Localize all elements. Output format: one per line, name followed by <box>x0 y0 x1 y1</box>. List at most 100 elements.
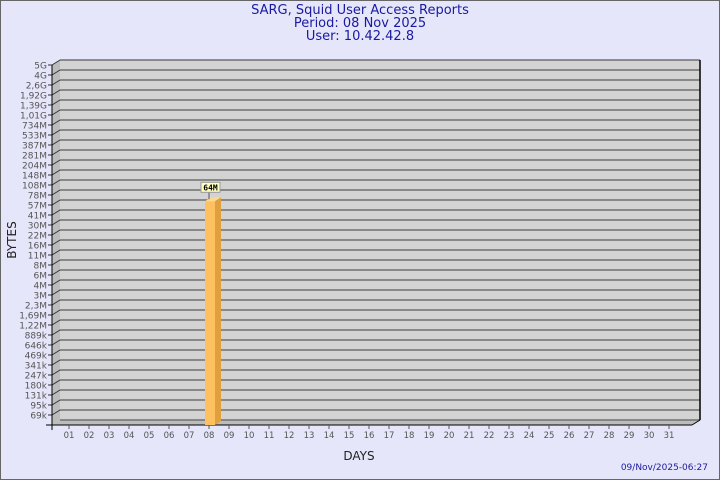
gridline-diagonal <box>51 299 61 306</box>
x-tick-label: 08 <box>204 431 215 441</box>
x-tick-label: 17 <box>384 431 395 441</box>
y-tick-label: 108M <box>22 182 47 192</box>
chart-title: SARG, Squid User Access Reports <box>251 3 469 18</box>
gridline-diagonal <box>51 219 61 226</box>
x-tick-label: 02 <box>84 431 95 441</box>
gridline-diagonal <box>51 249 61 256</box>
y-tick-label: 148M <box>22 172 47 182</box>
x-tick-label: 20 <box>444 431 455 441</box>
x-tick-label: 03 <box>104 431 115 441</box>
gridline-diagonal <box>51 269 61 276</box>
user-label: User: 10.42.42.8 <box>305 29 415 44</box>
gridline-diagonal <box>51 319 61 326</box>
gridline-diagonal <box>51 289 61 296</box>
footer-timestamp: 09/Nov/2025-06:27 <box>621 463 708 473</box>
gridline-diagonal <box>51 409 61 416</box>
gridline-diagonal <box>51 189 61 196</box>
gridline-diagonal <box>51 149 61 156</box>
period-label: Period: 08 Nov 2025 <box>293 16 427 31</box>
x-tick-label: 12 <box>284 431 295 441</box>
gridline-diagonal <box>51 209 61 216</box>
y-tick-label: 646k <box>25 342 48 352</box>
gridline-diagonal <box>51 109 61 116</box>
y-tick-label: 469k <box>25 352 48 362</box>
y-tick-label: 78M <box>28 192 47 202</box>
x-tick-label: 19 <box>424 431 435 441</box>
x-tick-label: 30 <box>644 431 655 441</box>
floor-edge <box>691 419 701 426</box>
x-tick-label: 29 <box>624 431 635 441</box>
y-tick-label: 1,92G <box>20 92 47 102</box>
y-tick-label: 69k <box>30 412 47 422</box>
gridline-diagonal <box>51 399 61 406</box>
gridline-diagonal <box>51 179 61 186</box>
y-tick-label: 533M <box>22 132 47 142</box>
x-tick-label: 10 <box>244 431 255 441</box>
gridline-diagonal <box>51 259 61 266</box>
y-tick-label: 8M <box>34 262 48 272</box>
x-tick-label: 13 <box>304 431 315 441</box>
bar-08 <box>205 201 215 425</box>
y-tick-label: 1,39G <box>20 102 47 112</box>
gridline-diagonal <box>51 79 61 86</box>
gridline-diagonal <box>51 119 61 126</box>
data-label-box <box>200 181 221 193</box>
x-tick-label: 28 <box>604 431 615 441</box>
y-tick-label: 57M <box>28 202 47 212</box>
y-tick-label: 6M <box>34 272 48 282</box>
gridline-diagonal <box>51 309 61 316</box>
x-tick-label: 16 <box>364 431 375 441</box>
x-tick-label: 14 <box>324 431 335 441</box>
x-tick-label: 23 <box>504 431 515 441</box>
gridline-diagonal <box>51 169 61 176</box>
y-tick-label: 1,01G <box>20 112 47 122</box>
gridline-diagonal <box>51 359 61 366</box>
y-tick-label: 3M <box>34 292 48 302</box>
y-tick-label: 5G <box>34 62 47 72</box>
y-tick-label: 341k <box>25 362 48 372</box>
y-axis-label: BYTES <box>5 221 19 258</box>
bar-side-08 <box>215 197 221 425</box>
y-tick-label: 247k <box>25 372 48 382</box>
gridline-diagonal <box>51 129 61 136</box>
x-tick-label: 31 <box>664 431 675 441</box>
gridline-diagonal <box>51 89 61 96</box>
y-tick-label: 131k <box>25 392 48 402</box>
y-tick-label: 281M <box>22 152 47 162</box>
y-tick-label: 4G <box>34 72 47 82</box>
y-tick-label: 41M <box>28 212 47 222</box>
y-tick-label: 889k <box>25 332 48 342</box>
gridline-diagonal <box>51 329 61 336</box>
gridline-diagonal <box>51 339 61 346</box>
gridline-diagonal <box>51 279 61 286</box>
gridline-diagonal <box>51 379 61 386</box>
gridline-diagonal <box>51 199 61 206</box>
y-tick-label: 30M <box>28 222 47 232</box>
y-tick-label: 95k <box>30 402 47 412</box>
x-tick-label: 22 <box>484 431 495 441</box>
x-tick-label: 05 <box>144 431 155 441</box>
gridline-diagonal <box>51 349 61 356</box>
gridline-diagonal <box>51 69 61 76</box>
gridline-diagonal <box>51 239 61 246</box>
x-axis-label: DAYS <box>343 449 374 463</box>
x-tick-label: 15 <box>344 431 355 441</box>
y-tick-label: 1,22M <box>19 322 47 332</box>
gridline-diagonal <box>51 139 61 146</box>
gridline-diagonal <box>51 229 61 236</box>
gridline-diagonal <box>51 369 61 376</box>
x-tick-label: 21 <box>464 431 475 441</box>
y-tick-label: 1,69M <box>19 312 47 322</box>
y-tick-label: 2,3M <box>25 302 47 312</box>
y-tick-label: 11M <box>28 252 47 262</box>
x-tick-label: 27 <box>584 431 595 441</box>
gridline-diagonal <box>51 159 61 166</box>
gridline-diagonal <box>51 99 61 106</box>
x-tick-label: 07 <box>184 431 195 441</box>
gridline-diagonal <box>51 389 61 396</box>
x-tick-label: 04 <box>124 431 135 441</box>
x-tick-label: 18 <box>404 431 415 441</box>
y-tick-label: 387M <box>22 142 47 152</box>
y-tick-label: 204M <box>22 162 47 172</box>
